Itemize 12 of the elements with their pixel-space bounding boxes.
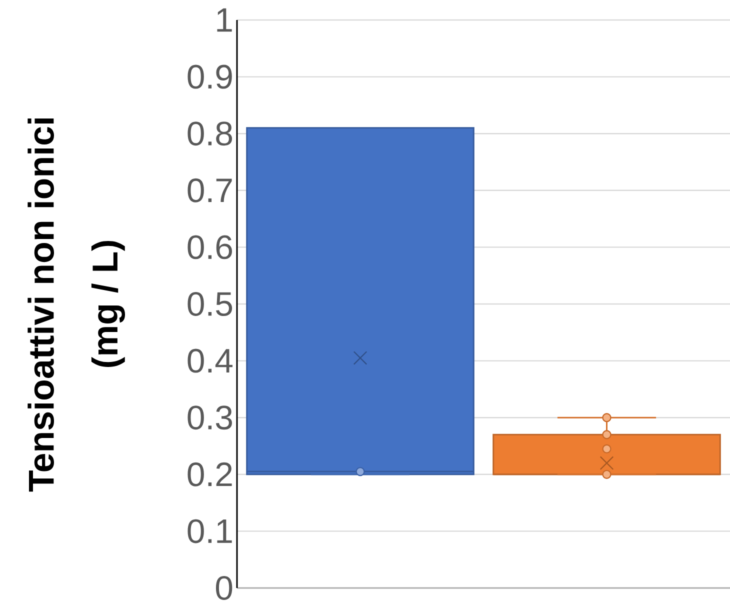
y-tick-label: 0.3	[188, 406, 232, 430]
y-tick-label: 0.2	[188, 462, 232, 486]
y-axis-title: Tensioattivi non ionici (mg / L)	[28, 118, 126, 492]
y-tick-label: 0.9	[188, 64, 232, 89]
y-tick-label: 0.8	[188, 122, 232, 146]
y-tick-label: 0.6	[188, 235, 232, 260]
y-tick-label: 0.1	[188, 519, 232, 544]
y-tick-label: 0.4	[188, 348, 232, 373]
y-tick-label: 1	[217, 8, 232, 32]
y-tick-label: 0	[216, 576, 232, 600]
y-tick-label: 0.7	[188, 178, 232, 202]
y-tick-label: 0.5	[188, 292, 232, 316]
